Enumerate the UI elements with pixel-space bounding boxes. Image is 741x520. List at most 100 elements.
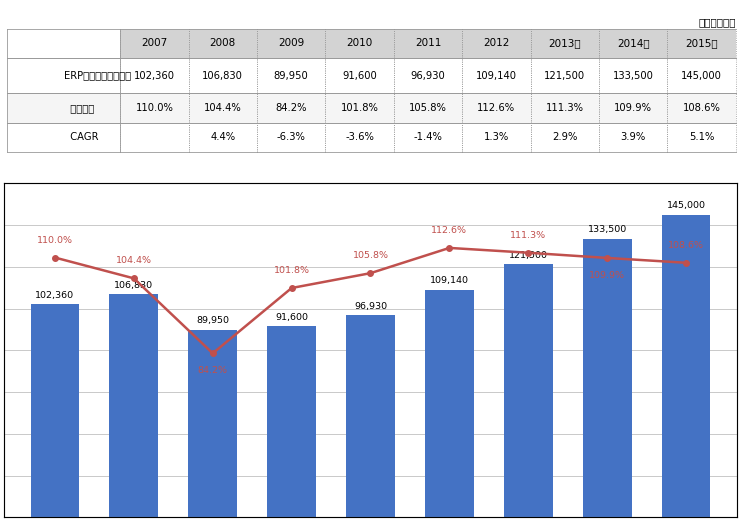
Bar [30,304,79,517]
FancyBboxPatch shape [325,93,393,123]
Text: 109,140: 109,140 [430,276,469,285]
Text: 102,360: 102,360 [134,71,175,81]
Text: 105.8%: 105.8% [409,103,447,113]
FancyBboxPatch shape [393,93,462,123]
FancyBboxPatch shape [393,123,462,152]
Text: 2012: 2012 [483,38,510,48]
FancyBboxPatch shape [120,93,188,123]
FancyBboxPatch shape [120,58,188,93]
Text: 133,500: 133,500 [588,226,627,235]
FancyBboxPatch shape [7,93,120,123]
FancyBboxPatch shape [7,123,120,152]
FancyBboxPatch shape [599,123,668,152]
Bar [582,239,631,517]
FancyBboxPatch shape [120,123,188,152]
FancyBboxPatch shape [257,29,325,58]
Text: 2011: 2011 [415,38,441,48]
Text: 102,360: 102,360 [36,291,75,300]
FancyBboxPatch shape [7,29,120,58]
FancyBboxPatch shape [462,93,531,123]
Text: CAGR: CAGR [64,132,99,142]
FancyBboxPatch shape [257,93,325,123]
FancyBboxPatch shape [668,58,736,93]
Text: 106,830: 106,830 [202,71,243,81]
Text: 110.0%: 110.0% [37,236,73,244]
FancyBboxPatch shape [325,123,393,152]
FancyBboxPatch shape [120,29,188,58]
Text: -6.3%: -6.3% [276,132,305,142]
FancyBboxPatch shape [668,123,736,152]
Text: 110.0%: 110.0% [136,103,173,113]
FancyBboxPatch shape [531,29,599,58]
Text: 112.6%: 112.6% [431,226,468,235]
Text: ERPライセンス売上高: ERPライセンス売上高 [64,71,131,81]
FancyBboxPatch shape [393,58,462,93]
Bar [188,330,237,517]
Text: 2014予: 2014予 [617,38,650,48]
Bar [268,326,316,517]
FancyBboxPatch shape [531,123,599,152]
Bar [110,294,159,517]
FancyBboxPatch shape [188,93,257,123]
Text: 1.3%: 1.3% [484,132,509,142]
Text: 89,950: 89,950 [196,316,229,326]
Text: 2.9%: 2.9% [552,132,577,142]
Text: 84.2%: 84.2% [276,103,307,113]
Text: 121,500: 121,500 [544,71,585,81]
Text: 112.6%: 112.6% [477,103,516,113]
FancyBboxPatch shape [462,123,531,152]
Text: 105.8%: 105.8% [353,251,388,260]
Text: -3.6%: -3.6% [345,132,374,142]
Text: 145,000: 145,000 [681,71,722,81]
FancyBboxPatch shape [599,93,668,123]
Text: 3.9%: 3.9% [621,132,646,142]
Text: 106,830: 106,830 [114,281,153,290]
FancyBboxPatch shape [188,123,257,152]
Text: -1.4%: -1.4% [413,132,442,142]
Text: 対前年比: 対前年比 [64,103,94,113]
FancyBboxPatch shape [599,29,668,58]
Text: 5.1%: 5.1% [689,132,714,142]
FancyBboxPatch shape [393,29,462,58]
Text: 108.6%: 108.6% [682,103,720,113]
Text: 108.6%: 108.6% [668,241,704,250]
Text: 84.2%: 84.2% [198,366,227,375]
Text: 109.9%: 109.9% [589,271,625,280]
Text: 2008: 2008 [210,38,236,48]
Text: 4.4%: 4.4% [210,132,236,142]
Text: 104.4%: 104.4% [116,256,152,265]
Text: 104.4%: 104.4% [204,103,242,113]
Text: 89,950: 89,950 [274,71,308,81]
FancyBboxPatch shape [7,58,120,93]
Text: 109.9%: 109.9% [614,103,652,113]
FancyBboxPatch shape [188,29,257,58]
FancyBboxPatch shape [325,29,393,58]
Bar [346,315,395,517]
FancyBboxPatch shape [531,58,599,93]
FancyBboxPatch shape [668,93,736,123]
FancyBboxPatch shape [257,123,325,152]
FancyBboxPatch shape [668,29,736,58]
Text: 単位：百万円: 単位：百万円 [698,17,736,28]
Text: 145,000: 145,000 [666,201,705,211]
FancyBboxPatch shape [599,58,668,93]
Text: 111.3%: 111.3% [511,231,546,240]
Text: 2013予: 2013予 [548,38,581,48]
Text: 2009: 2009 [278,38,305,48]
Bar [425,290,473,517]
FancyBboxPatch shape [188,58,257,93]
Text: 91,600: 91,600 [342,71,377,81]
FancyBboxPatch shape [531,93,599,123]
Text: 96,930: 96,930 [354,302,387,311]
Text: 91,600: 91,600 [275,313,308,322]
Text: 101.8%: 101.8% [273,266,310,275]
Text: 121,500: 121,500 [509,251,548,259]
FancyBboxPatch shape [325,58,393,93]
Text: 96,930: 96,930 [411,71,445,81]
Text: 111.3%: 111.3% [546,103,584,113]
Text: 2007: 2007 [142,38,167,48]
Bar [504,264,553,517]
FancyBboxPatch shape [462,58,531,93]
Bar [662,215,711,517]
FancyBboxPatch shape [257,58,325,93]
